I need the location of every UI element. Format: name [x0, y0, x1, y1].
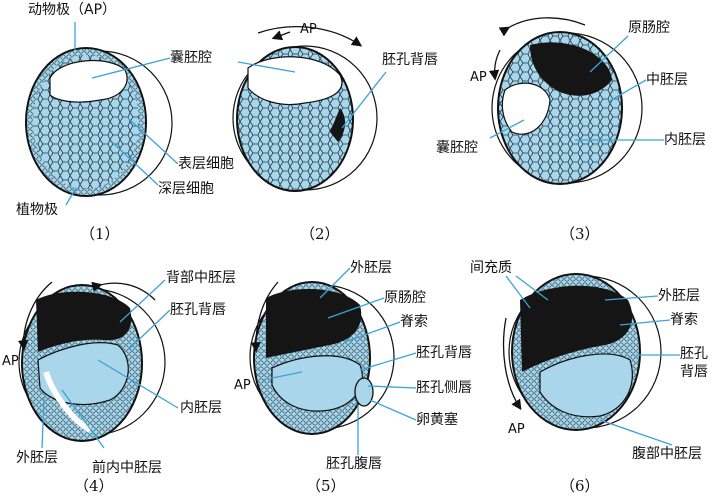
label-mesoderm: 中胚层 — [646, 72, 688, 88]
leader-line — [319, 267, 351, 299]
leader-line — [344, 321, 401, 343]
blastocoel-cavity — [247, 56, 343, 106]
caption-6: （6） — [560, 477, 600, 495]
leader-line — [127, 309, 171, 351]
caption-1: （1） — [80, 225, 120, 243]
label-dorsal-lip-line2: 背唇 — [680, 364, 708, 380]
figure-4 — [17, 279, 179, 449]
yolk-endoderm — [539, 353, 633, 418]
leader-line — [607, 79, 647, 103]
figure-5 — [249, 267, 417, 455]
leader-line — [237, 61, 296, 73]
label-yolk-plug: 卵黄塞 — [416, 412, 458, 428]
leader-line — [505, 275, 531, 309]
figure-6 — [502, 273, 680, 446]
leader-line — [41, 397, 45, 449]
label-notochord: 脊索 — [670, 312, 698, 328]
leader-line — [589, 35, 629, 73]
label-archenteron: 原肠腔 — [628, 20, 670, 36]
label-ap: AP — [470, 70, 487, 85]
label-deep-cells: 深层细胞 — [158, 181, 214, 197]
leader-line — [604, 295, 659, 301]
yolk-plug — [354, 377, 374, 407]
caption-2: （2） — [300, 225, 340, 243]
leader-line — [369, 399, 417, 421]
leader-line — [359, 352, 417, 371]
leader-line — [367, 385, 417, 389]
ectoderm-layer — [43, 371, 92, 433]
label-anterior-endomesoderm: 前内中胚层 — [92, 460, 162, 476]
rotation-arrow — [91, 281, 156, 301]
label-archenteron: 原肠腔 — [384, 290, 426, 306]
label-endoderm: 内胚层 — [180, 400, 222, 416]
rotation-arrow — [17, 281, 53, 351]
surface-cell-layer — [27, 49, 145, 195]
leader-line — [261, 371, 303, 381]
leader-line — [599, 419, 673, 446]
label-dorsal-lip-line1: 胚孔 — [680, 346, 708, 362]
blastopore-groove — [330, 108, 346, 142]
label-endoderm: 内胚层 — [664, 132, 706, 148]
archenteron-cavity — [530, 42, 612, 96]
label-ventral-lip: 胚孔腹唇 — [326, 456, 382, 472]
figure-1 — [25, 22, 179, 206]
label-ventral-mesoderm: 腹部中胚层 — [632, 446, 702, 462]
leader-line — [515, 275, 549, 301]
caption-5: （5） — [306, 477, 346, 495]
label-ap: AP — [508, 422, 525, 437]
label-ap: AP — [234, 378, 251, 393]
archenteron-cavity — [36, 291, 132, 352]
leader-line — [111, 141, 159, 186]
leader-line — [341, 71, 387, 129]
leader-line — [65, 187, 77, 206]
rotation-arrow — [498, 17, 586, 37]
label-surface-cells: 表层细胞 — [178, 156, 234, 172]
rotation-arrow — [250, 281, 279, 353]
leader-line — [327, 297, 385, 319]
label-animal-pole: 动物极（AP） — [28, 2, 117, 18]
archenteron-cavity — [520, 285, 633, 372]
label-blastocoel: 囊胚腔 — [436, 140, 478, 156]
label-dorsal-lip: 胚孔背唇 — [170, 302, 226, 318]
leader-line — [91, 57, 171, 79]
blastocoel-cavity — [49, 59, 128, 103]
label-vegetal-pole: 植物极 — [16, 202, 58, 218]
label-notochord: 脊索 — [400, 314, 428, 330]
label-dorsal-lip: 胚孔背唇 — [382, 52, 438, 68]
rotation-arrow — [488, 49, 501, 81]
label-blastocoel: 囊胚腔 — [170, 50, 212, 66]
figure-3 — [488, 17, 664, 185]
rotation-arrow — [257, 26, 363, 47]
label-ap: AP — [300, 22, 317, 37]
figure-2 — [232, 26, 387, 192]
label-ectoderm: 外胚层 — [350, 260, 392, 276]
label-ap: AP — [2, 354, 19, 369]
label-mesenchyme: 间充质 — [470, 260, 512, 276]
label-ectoderm: 外胚层 — [16, 450, 58, 466]
blastocoel-cavity — [501, 82, 551, 135]
caption-3: （3） — [560, 225, 600, 243]
archenteron-cavity — [266, 288, 362, 358]
leader-line — [119, 279, 166, 323]
leader-line — [489, 119, 525, 139]
label-lateral-lip: 胚孔侧唇 — [416, 380, 472, 396]
rotation-arrow — [271, 30, 291, 41]
caption-4: （4） — [74, 477, 114, 495]
label-ectoderm: 外胚层 — [658, 288, 700, 304]
label-dorsal-lip: 胚孔背唇 — [416, 345, 472, 361]
leader-line — [97, 359, 179, 409]
leader-line — [619, 319, 671, 326]
leader-line — [127, 117, 179, 165]
label-dorsal-mesoderm: 背部中胚层 — [166, 270, 236, 286]
leader-line — [61, 389, 105, 449]
rotation-arrow — [502, 317, 522, 411]
